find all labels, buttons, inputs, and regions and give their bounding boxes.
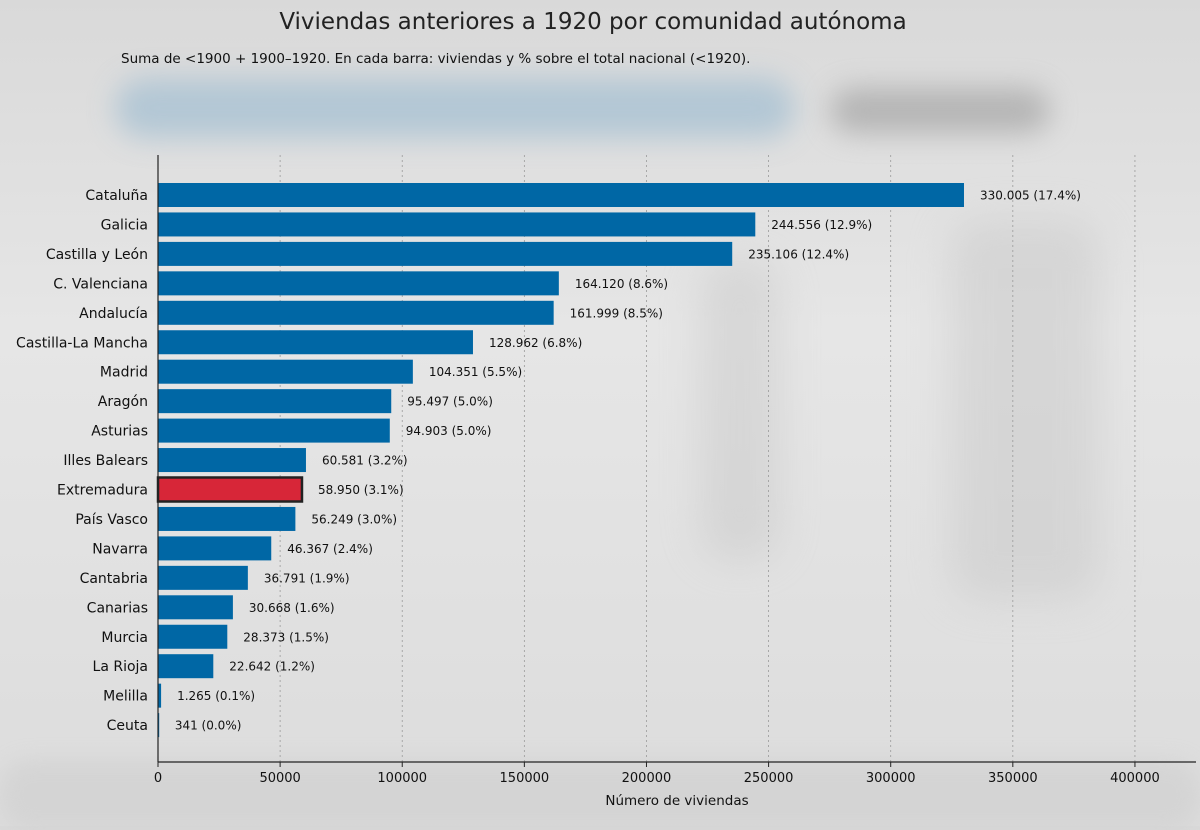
data-label: 60.581 (3.2%) [322, 454, 408, 468]
x-tick-label: 350000 [988, 771, 1038, 786]
category-label: Murcia [101, 630, 148, 646]
category-label: País Vasco [75, 512, 148, 528]
category-label: Galicia [101, 217, 148, 233]
data-label: 95.497 (5.0%) [407, 395, 493, 409]
data-label: 128.962 (6.8%) [489, 336, 582, 350]
category-label: Andalucía [79, 306, 148, 322]
category-label: C. Valenciana [53, 276, 148, 292]
bar [158, 565, 248, 590]
bar [158, 330, 473, 355]
x-tick-label: 250000 [744, 771, 794, 786]
bar [158, 595, 233, 620]
bar [158, 359, 413, 384]
category-label: Asturias [91, 424, 148, 440]
category-label: Cataluña [85, 188, 148, 204]
category-label: Extremadura [57, 483, 148, 499]
category-label: Castilla-La Mancha [16, 335, 148, 351]
data-label: 235.106 (12.4%) [748, 247, 849, 261]
bar [158, 654, 214, 679]
data-label: 30.668 (1.6%) [249, 601, 335, 615]
bar [158, 624, 228, 649]
bar [158, 683, 162, 708]
bar [158, 300, 554, 325]
chart-subtitle: Suma de <1900 + 1900–1920. En cada barra… [121, 51, 751, 67]
x-tick-label: 0 [154, 771, 162, 786]
category-label: Aragón [98, 394, 148, 410]
data-label: 36.791 (1.9%) [264, 571, 350, 585]
x-tick-label: 300000 [866, 771, 916, 786]
chart-title: Viviendas anteriores a 1920 por comunida… [279, 9, 907, 35]
background-blur [950, 220, 1100, 600]
background-blur [115, 78, 795, 138]
x-tick-label: 50000 [259, 771, 300, 786]
category-label: La Rioja [93, 659, 148, 675]
background-blur [700, 260, 780, 560]
data-label: 164.120 (8.6%) [575, 277, 668, 291]
data-label: 330.005 (17.4%) [980, 189, 1081, 203]
data-label: 244.556 (12.9%) [771, 218, 872, 232]
x-tick-label: 400000 [1110, 771, 1160, 786]
bar-highlighted [156, 476, 304, 503]
bar [158, 506, 296, 531]
data-label: 46.367 (2.4%) [287, 542, 373, 556]
bar [158, 271, 559, 296]
bar [158, 183, 964, 207]
category-label: Castilla y León [46, 247, 148, 263]
data-label: 58.950 (3.1%) [318, 483, 404, 497]
data-label: 1.265 (0.1%) [177, 689, 255, 703]
data-label: 104.351 (5.5%) [429, 365, 522, 379]
category-label: Ceuta [107, 718, 148, 734]
bar [158, 448, 306, 473]
x-tick-label: 150000 [500, 771, 550, 786]
category-label: Madrid [100, 365, 148, 381]
background-blur [830, 88, 1050, 133]
bar [158, 241, 733, 266]
bar [158, 212, 756, 237]
background-blur [0, 760, 1200, 830]
x-axis-label: Número de viviendas [605, 793, 748, 809]
bar [158, 536, 272, 561]
data-label: 56.249 (3.0%) [311, 512, 397, 526]
data-label: 28.373 (1.5%) [243, 630, 329, 644]
category-label: Navarra [92, 541, 148, 557]
bar [158, 713, 160, 738]
bar [158, 389, 392, 414]
x-tick-label: 100000 [377, 771, 427, 786]
category-label: Cantabria [80, 571, 148, 587]
data-label: 94.903 (5.0%) [406, 424, 492, 438]
data-label: 341 (0.0%) [175, 719, 242, 733]
x-tick-label: 200000 [622, 771, 672, 786]
category-label: Canarias [87, 600, 148, 616]
bar [158, 418, 390, 443]
data-label: 22.642 (1.2%) [229, 660, 315, 674]
category-label: Melilla [103, 689, 148, 705]
category-label: Illes Balears [63, 453, 148, 469]
data-label: 161.999 (8.5%) [570, 306, 663, 320]
